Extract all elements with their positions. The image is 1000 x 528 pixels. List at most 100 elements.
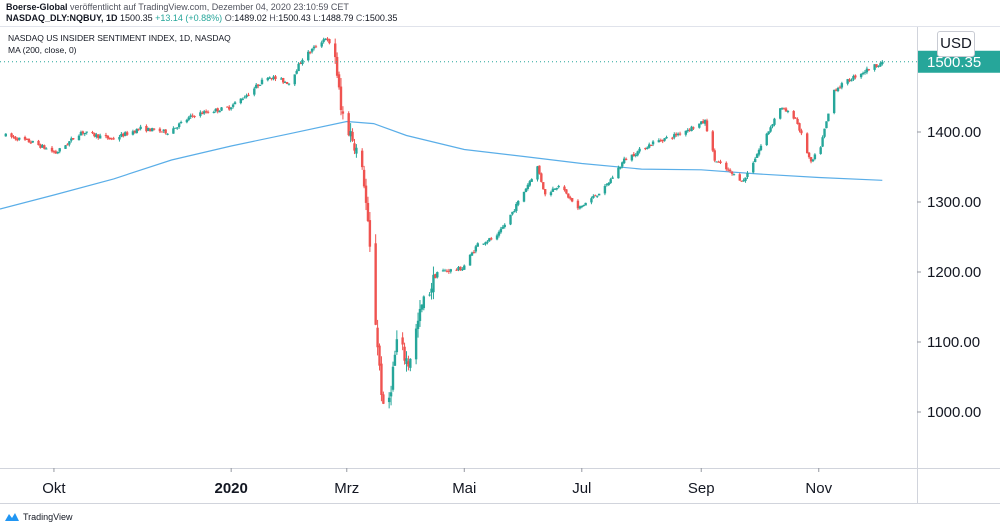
currency-button[interactable]: USD — [937, 31, 975, 57]
candle — [312, 45, 316, 51]
candle-body — [320, 42, 323, 47]
candle-body — [347, 113, 350, 136]
candle-body — [661, 139, 664, 142]
candle-body — [565, 189, 568, 194]
candle — [567, 193, 570, 199]
candle — [228, 105, 231, 111]
candle-body — [389, 392, 393, 397]
candle — [727, 167, 730, 172]
candle — [422, 295, 426, 311]
candle — [270, 77, 273, 81]
candle-body — [185, 119, 189, 123]
candle — [193, 115, 196, 119]
candle — [81, 130, 85, 136]
candle — [104, 132, 108, 139]
candle — [877, 65, 880, 68]
candle — [701, 119, 705, 124]
candle — [590, 196, 593, 205]
footer-brand[interactable]: TradingView — [4, 510, 73, 524]
candle-body — [611, 177, 614, 179]
candle-body — [112, 138, 115, 140]
candle — [603, 184, 607, 196]
candle — [70, 136, 73, 143]
candle-body — [455, 269, 458, 271]
x-tick-label: Jul — [572, 480, 591, 497]
candle — [434, 273, 437, 279]
candle-body — [218, 110, 221, 113]
candle-body — [430, 288, 433, 293]
candle — [29, 140, 33, 145]
candle — [719, 159, 722, 165]
candle-body — [368, 220, 372, 247]
candle-body — [773, 118, 776, 125]
candle — [258, 84, 262, 86]
candle — [674, 132, 678, 137]
candle — [522, 191, 526, 203]
candle-body — [287, 83, 291, 85]
candle — [759, 144, 763, 152]
candle — [177, 122, 181, 129]
candle — [149, 128, 152, 132]
candle-body — [29, 142, 33, 144]
candle-body — [665, 137, 668, 139]
high-value: 1500.43 — [278, 13, 311, 23]
candle — [31, 140, 34, 144]
candle-body — [698, 123, 701, 128]
candle — [779, 107, 782, 120]
candle — [859, 73, 863, 79]
candle — [233, 101, 237, 105]
candle-body — [823, 128, 826, 137]
candle — [649, 144, 653, 147]
symbol-info: NASDAQ_DLY:NQBUY, 1D 1500.35 +13.14 (+0.… — [6, 13, 397, 24]
candle-body — [376, 327, 379, 348]
candle-body — [850, 80, 853, 82]
candle-body — [738, 174, 741, 181]
candle — [147, 127, 150, 132]
candle — [14, 136, 17, 141]
candle-body — [58, 148, 61, 152]
candle-body — [827, 113, 830, 122]
candle — [414, 323, 418, 365]
candle-body — [594, 195, 597, 197]
candle-body — [229, 107, 233, 110]
candle — [308, 51, 312, 55]
candle-body — [239, 98, 243, 104]
candle — [800, 128, 803, 136]
candle — [310, 47, 314, 54]
indicator-legend[interactable]: MA (200, close, 0) — [8, 45, 77, 55]
candle-body — [85, 131, 88, 133]
candle-body — [247, 94, 250, 96]
candle-body — [542, 182, 545, 190]
candle — [416, 312, 420, 338]
candle-body — [821, 137, 824, 147]
candle-body — [497, 231, 501, 236]
candle-body — [825, 121, 828, 129]
candle — [95, 132, 98, 139]
candle-body — [387, 397, 391, 403]
candle-body — [624, 158, 628, 161]
candle-body — [703, 120, 707, 124]
candle-body — [120, 133, 123, 137]
candle-body — [260, 79, 264, 85]
candle-body — [443, 270, 447, 272]
candle — [863, 69, 867, 75]
candle-body — [570, 198, 574, 202]
candle-body — [199, 112, 202, 116]
candle — [678, 131, 682, 136]
candle — [630, 154, 634, 162]
candle — [740, 180, 743, 182]
candle — [832, 89, 836, 115]
candle-body — [457, 267, 460, 271]
candle — [98, 133, 102, 139]
candle — [611, 175, 614, 179]
candle — [403, 342, 406, 365]
candle — [125, 130, 129, 136]
candle-body — [297, 63, 300, 72]
candle — [382, 391, 385, 405]
candle — [54, 149, 58, 154]
candle-body — [501, 227, 505, 229]
candle — [272, 75, 275, 81]
candle — [609, 177, 612, 185]
candle — [339, 78, 343, 116]
